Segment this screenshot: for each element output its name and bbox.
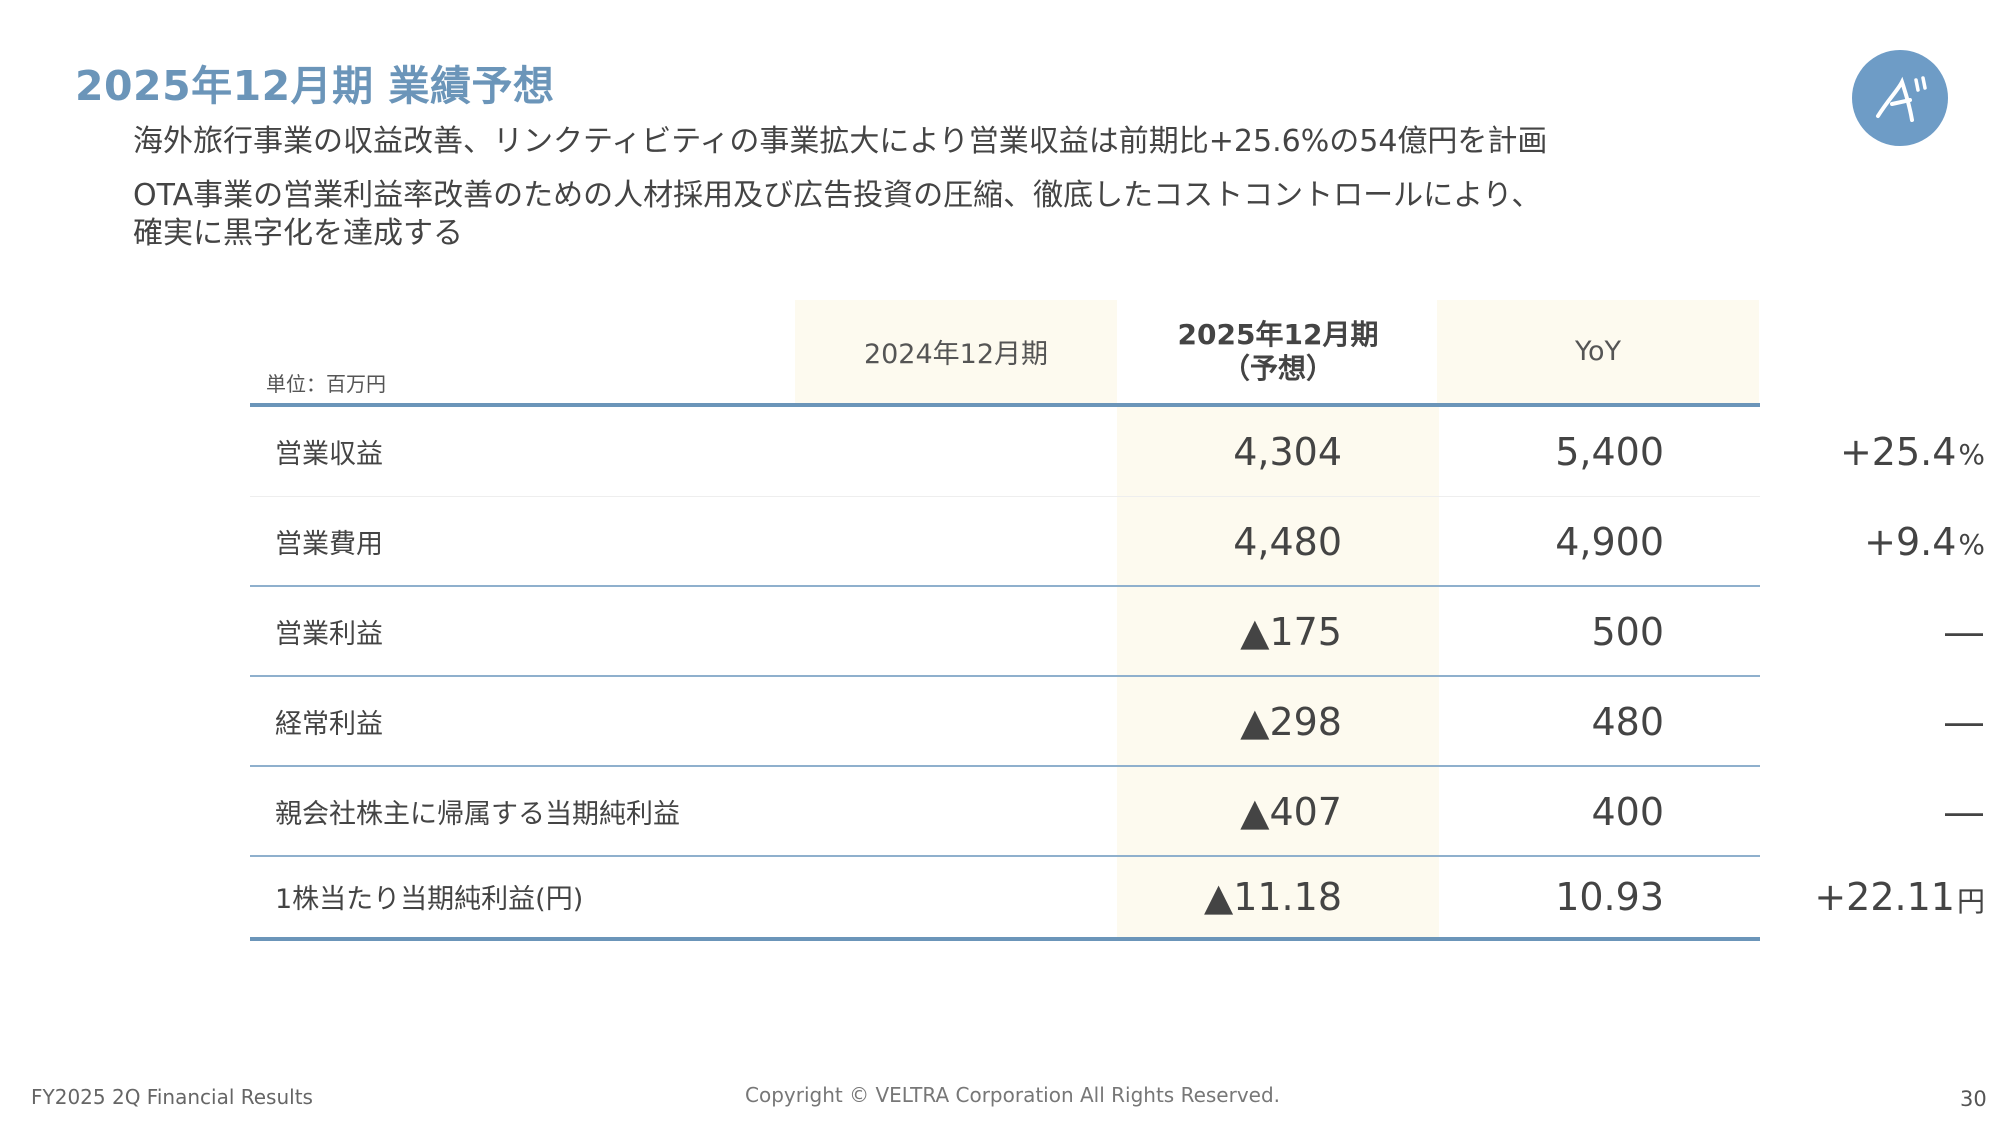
- subtitle-profit-plan: OTA事業の営業利益率改善のための人材採用及び広告投資の圧縮、徹底したコストコン…: [133, 177, 1541, 253]
- header-forecast-year: 2025年12月期 （予想）: [1117, 300, 1439, 403]
- table-row: 経常利益 ▲298 480 ―: [250, 677, 1983, 766]
- yoy-unit: %: [1958, 528, 1985, 561]
- row-label: 営業利益: [275, 619, 383, 650]
- prev-value: ▲407: [1240, 789, 1342, 834]
- header-background-prev: [795, 300, 1117, 403]
- table-header-rule: [250, 403, 1760, 407]
- table-row: 営業利益 ▲175 500 ―: [250, 587, 1983, 676]
- yoy-number: ―: [1945, 789, 1983, 834]
- row-divider: [250, 675, 1760, 677]
- table-row: 親会社株主に帰属する当期純利益 ▲407 400 ―: [250, 767, 1983, 856]
- row-divider: [250, 765, 1760, 767]
- yoy-value: ―: [1437, 767, 1985, 856]
- forecast-column-highlight: [1117, 405, 1439, 940]
- header-prev-year: 2024年12月期: [863, 339, 1049, 370]
- subtitle-profit-plan-line2: 確実に黒字化を達成する: [133, 216, 463, 251]
- logo-mark-icon: [1876, 76, 1927, 122]
- yoy-value: ―: [1437, 587, 1985, 676]
- prev-value: ▲175: [1240, 609, 1342, 654]
- forecast-value: 4,900: [1555, 519, 1664, 564]
- yoy-value: ―: [1437, 677, 1985, 766]
- yoy-value: +22.11 円: [1437, 852, 1985, 941]
- row-divider: [250, 585, 1760, 587]
- table-bottom-rule: [250, 937, 1760, 941]
- header-yoy: YoY: [1575, 336, 1621, 367]
- row-label: 営業収益: [275, 439, 383, 470]
- yoy-number: +22.11: [1814, 874, 1955, 919]
- unit-label: 単位：百万円: [266, 372, 386, 396]
- subtitle-revenue-plan: 海外旅行事業の収益改善、リンクティビティの事業拡大により営業収益は前期比+25.…: [133, 124, 1548, 159]
- header-forecast-note: （予想）: [1221, 351, 1334, 385]
- prev-value: 4,480: [1233, 519, 1342, 564]
- forecast-value: 400: [1591, 789, 1664, 834]
- yoy-unit: 円: [1956, 884, 1985, 918]
- row-divider: [250, 496, 1760, 497]
- yoy-value: +9.4%: [1437, 497, 1985, 586]
- veltra-logo-icon: [1852, 50, 1948, 146]
- prev-value: 4,304: [1233, 429, 1342, 474]
- yoy-number: ―: [1945, 699, 1983, 744]
- forecast-value: 480: [1591, 699, 1664, 744]
- table-row: 1株当たり当期純利益(円) ▲11.18 10.93 +22.11 円: [250, 852, 1985, 941]
- slide-title: 2025年12月期 業績予想: [75, 62, 555, 110]
- subtitle-profit-plan-line1: OTA事業の営業利益率改善のための人材採用及び広告投資の圧縮、徹底したコストコン…: [133, 178, 1542, 213]
- row-label: 親会社株主に帰属する当期純利益: [275, 799, 680, 830]
- row-label: 営業費用: [275, 529, 383, 560]
- header-background-yoy: [1437, 300, 1759, 403]
- yoy-unit: %: [1958, 438, 1985, 471]
- prev-value: ▲11.18: [1203, 874, 1342, 919]
- forecast-value: 5,400: [1555, 429, 1664, 474]
- yoy-number: +9.4: [1864, 519, 1957, 564]
- yoy-value: +25.4%: [1437, 407, 1985, 496]
- footer-report-name: FY2025 2Q Financial Results: [31, 1085, 313, 1109]
- yoy-number: ―: [1945, 609, 1983, 654]
- table-row: 営業収益 4,304 5,400 +25.4%: [250, 407, 1985, 496]
- prev-value: ▲298: [1240, 699, 1342, 744]
- header-forecast-year-label: 2025年12月期: [1177, 317, 1379, 351]
- page-number: 30: [1960, 1087, 1987, 1111]
- table-row: 営業費用 4,480 4,900 +9.4%: [250, 497, 1985, 586]
- forecast-value: 500: [1591, 609, 1664, 654]
- row-divider: [250, 855, 1760, 857]
- row-label: 経常利益: [275, 709, 383, 740]
- yoy-number: +25.4: [1839, 429, 1957, 474]
- forecast-value: 10.93: [1555, 874, 1664, 919]
- row-label: 1株当たり当期純利益(円): [275, 884, 584, 915]
- footer-copyright: Copyright © VELTRA Corporation All Right…: [745, 1083, 1281, 1107]
